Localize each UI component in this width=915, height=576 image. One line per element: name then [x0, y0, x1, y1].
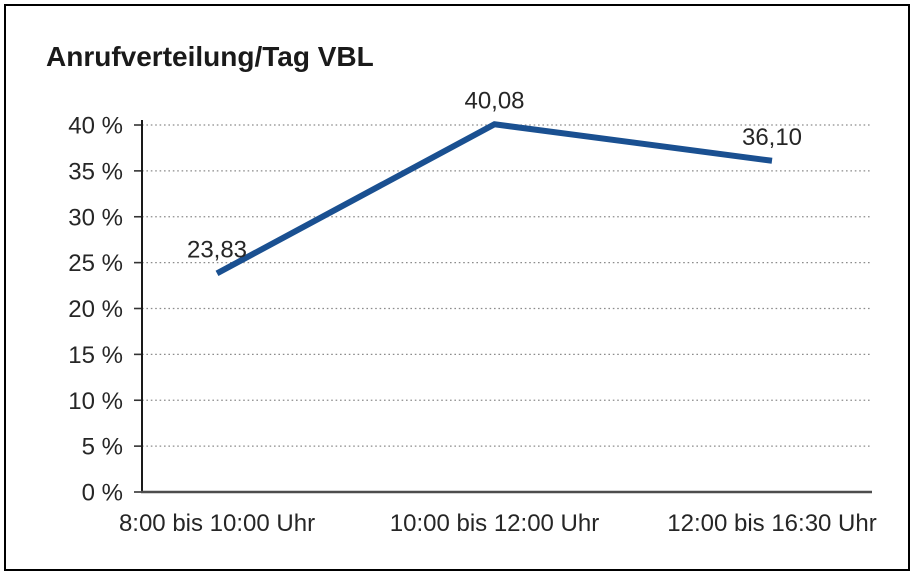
series-line — [215, 121, 773, 277]
data-label: 40,08 — [464, 87, 524, 114]
y-tick-label: 35 % — [68, 158, 123, 185]
data-label: 36,10 — [742, 124, 802, 151]
x-category-label: 8:00 bis 10:00 Uhr — [119, 510, 315, 537]
y-tick-label: 0 % — [82, 480, 123, 507]
y-tick-label: 15 % — [68, 342, 123, 369]
y-tick-label: 40 % — [68, 113, 123, 140]
y-tick-label: 30 % — [68, 204, 123, 231]
y-tick-label: 25 % — [68, 250, 123, 277]
chart-title: Anrufverteilung/Tag VBL — [46, 41, 374, 72]
y-tick-label: 5 % — [82, 434, 123, 461]
x-category-label: 10:00 bis 12:00 Uhr — [390, 510, 599, 537]
y-tick-label: 20 % — [68, 296, 123, 323]
chart-frame: Anrufverteilung/Tag VBL — [4, 4, 910, 571]
data-label: 23,83 — [187, 236, 247, 263]
y-tick-label: 10 % — [68, 388, 123, 415]
x-category-label: 12:00 bis 16:30 Uhr — [667, 510, 876, 537]
